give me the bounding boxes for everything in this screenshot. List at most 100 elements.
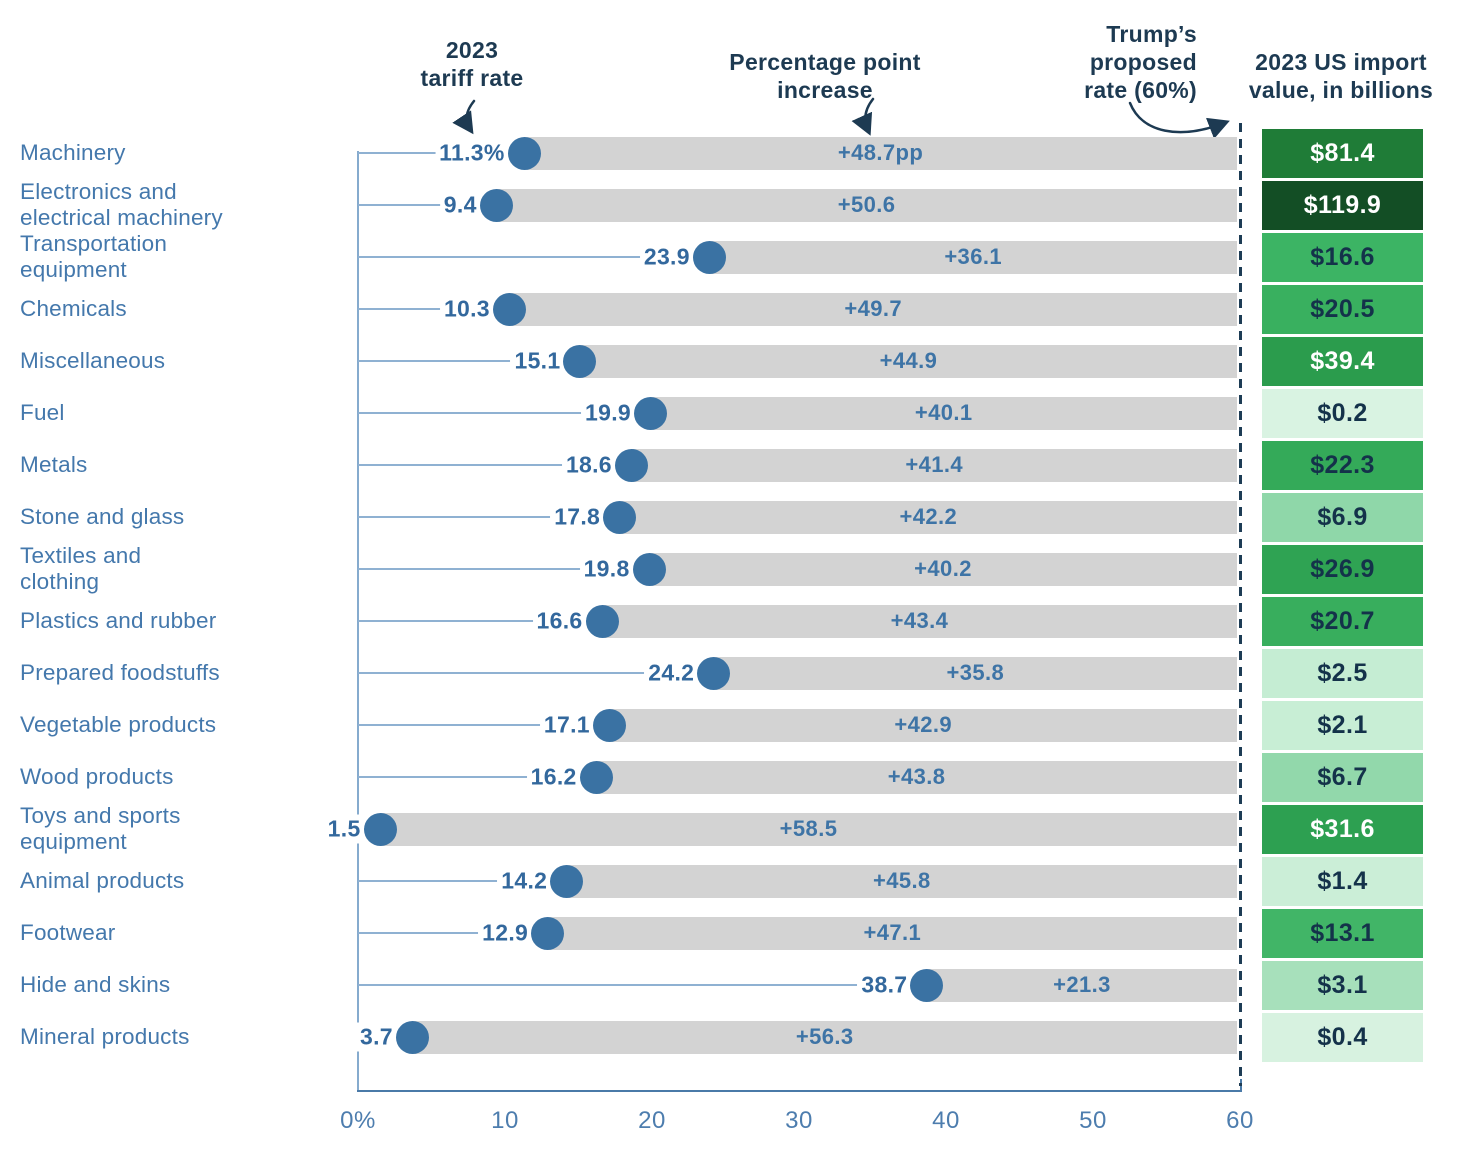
import-value-box: $6.9 [1262, 492, 1423, 542]
category-label-line: equipment [20, 257, 127, 282]
x-axis-tick-label: 10 [491, 1107, 519, 1134]
tariff-dot [910, 968, 944, 1002]
tariff-dot [634, 396, 668, 430]
category-label-line: Metals [20, 452, 88, 477]
import-value-box: $20.5 [1262, 284, 1423, 334]
tariff-dot [395, 1020, 429, 1054]
tariff-dot [531, 916, 565, 950]
x-axis-baseline [357, 1090, 1242, 1092]
category-label: Animal products [20, 868, 352, 894]
tariff-rate-header: 2023 tariff rate [372, 36, 572, 92]
category-label-line: Transportation [20, 231, 168, 256]
category-label-line: Footwear [20, 920, 116, 945]
increase-value-label: +56.3 [795, 1024, 854, 1049]
category-label-line: Machinery [20, 140, 126, 165]
increase-bar [547, 916, 1237, 950]
increase-bar [380, 812, 1237, 846]
proposed-rate-line [1239, 123, 1242, 1086]
increase-bar [926, 968, 1237, 1002]
import-value-box: $6.7 [1262, 752, 1423, 802]
tariff-dot [363, 812, 397, 846]
x-axis-tick-label: 40 [932, 1107, 960, 1134]
category-label-line: Fuel [20, 400, 65, 425]
tariff-connector-line [358, 776, 597, 778]
tariff-value-label: 18.6 [561, 450, 616, 480]
import-value-box: $16.6 [1262, 232, 1423, 282]
tariff-connector-line [358, 932, 548, 934]
proposed-rate-header-line1: Trump’s [1106, 21, 1197, 47]
import-value-box: $2.1 [1262, 700, 1423, 750]
tariff-connector-line [358, 984, 927, 986]
import-value-box: $0.2 [1262, 388, 1423, 438]
increase-value-label: +41.4 [905, 452, 964, 477]
tariff-dot [632, 552, 666, 586]
tariff-connector-line [358, 360, 580, 362]
tariff-connector-line [358, 880, 567, 882]
category-label-line: Plastics and rubber [20, 608, 217, 633]
increase-bar [609, 708, 1237, 742]
category-label: Vegetable products [20, 712, 352, 738]
import-value-box: $22.3 [1262, 440, 1423, 490]
tariff-value-label: 17.1 [539, 710, 594, 740]
tariff-dot [592, 708, 626, 742]
tariff-value-label: 19.9 [581, 398, 636, 428]
import-value-box: $20.7 [1262, 596, 1423, 646]
tariff-dot [614, 448, 648, 482]
tariff-dot [579, 760, 613, 794]
x-axis-tick-label: 50 [1079, 1107, 1107, 1134]
category-label-line: electrical machinery [20, 205, 223, 230]
import-value-box: $119.9 [1262, 180, 1423, 230]
tariff-dot [550, 864, 584, 898]
tariff-connector-line [358, 724, 610, 726]
increase-value-label: +42.9 [894, 712, 952, 737]
increase-bar [496, 188, 1237, 222]
category-label-line: Vegetable products [20, 712, 217, 737]
tariff-dot [603, 500, 637, 534]
increase-value-label: +45.8 [873, 868, 931, 893]
category-label: Miscellaneous [20, 348, 352, 374]
increase-value-label: +44.9 [879, 348, 938, 373]
increase-value-label: +43.8 [887, 764, 946, 789]
import-value-box: $39.4 [1262, 336, 1423, 386]
tariff-dot [697, 656, 731, 690]
x-axis-tick-label: 20 [638, 1107, 666, 1134]
category-label: Hide and skins [20, 972, 352, 998]
tariff-value-label: 23.9 [639, 242, 694, 272]
category-label: Textiles and clothing [20, 543, 352, 595]
tariff-value-label: 15.1 [510, 346, 565, 376]
category-label: Wood products [20, 764, 352, 790]
category-label: Fuel [20, 400, 352, 426]
tariff-rate-header-line1: 2023 [445, 37, 499, 63]
increase-value-label: +36.1 [944, 244, 1002, 269]
import-value-box: $13.1 [1262, 908, 1423, 958]
category-label-line: clothing [20, 569, 100, 594]
increase-bar [579, 344, 1237, 378]
import-value-box: $31.6 [1262, 804, 1423, 854]
category-label-line: Prepared foodstuffs [20, 660, 220, 685]
tariff-value-label: 9.4 [439, 190, 481, 220]
import-value-header: 2023 US import value, in billions [1231, 48, 1451, 104]
increase-value-label: +47.1 [863, 920, 922, 945]
tariff-connector-line [358, 256, 710, 258]
increase-value-label: +42.2 [899, 504, 958, 529]
proposed-rate-arrow-icon [1128, 101, 1230, 139]
increase-value-label: +48.7pp [837, 140, 924, 165]
tariff-connector-line [358, 568, 650, 570]
tariff-value-label: 16.2 [526, 762, 581, 792]
x-axis-tick-label: 30 [785, 1107, 813, 1134]
import-value-box: $1.4 [1262, 856, 1423, 906]
tariff-dot [585, 604, 619, 638]
tariff-value-label: 12.9 [478, 918, 533, 948]
increase-value-label: +35.8 [946, 660, 1005, 685]
increase-value-label: +40.1 [914, 400, 973, 425]
x-axis-tick-label: 60 [1226, 1107, 1254, 1134]
category-label-line: Toys and sports [20, 803, 181, 828]
import-value-box: $3.1 [1262, 960, 1423, 1010]
increase-bar [649, 552, 1237, 586]
import-value-box: $2.5 [1262, 648, 1423, 698]
tariff-connector-line [358, 672, 714, 674]
import-value-header-line2: value, in billions [1248, 77, 1434, 103]
increase-bar [709, 240, 1237, 274]
category-label-line: Stone and glass [20, 504, 185, 529]
